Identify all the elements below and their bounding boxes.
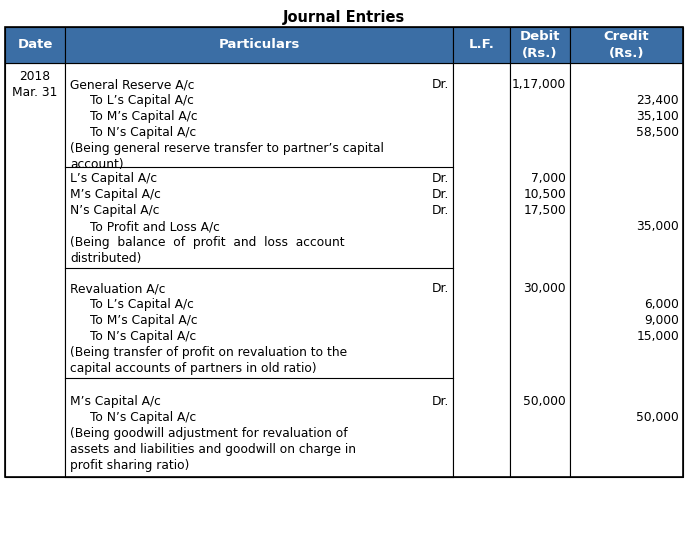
Text: L.F.: L.F. [469, 38, 495, 51]
Text: account): account) [70, 158, 124, 171]
Bar [5, 27, 683, 477]
Text: To L’s Capital A/c: To L’s Capital A/c [90, 298, 194, 311]
Text: Dr.: Dr. [431, 188, 449, 201]
Text: Particulars: Particulars [218, 38, 300, 51]
Text: Date: Date [17, 38, 53, 51]
Text: profit sharing ratio): profit sharing ratio) [70, 459, 189, 472]
Bar [5, 27, 65, 63]
Bar [510, 27, 570, 63]
Text: 1,17,000: 1,17,000 [512, 78, 566, 91]
Text: 50,000: 50,000 [524, 395, 566, 408]
Text: To N’s Capital A/c: To N’s Capital A/c [90, 411, 196, 424]
Text: Journal Entries: Journal Entries [283, 10, 405, 25]
Text: M’s Capital A/c: M’s Capital A/c [70, 188, 161, 201]
Text: 10,500: 10,500 [524, 188, 566, 201]
Text: capital accounts of partners in old ratio): capital accounts of partners in old rati… [70, 362, 316, 375]
Text: Dr.: Dr. [431, 395, 449, 408]
Text: (Being goodwill adjustment for revaluation of: (Being goodwill adjustment for revaluati… [70, 427, 347, 440]
Bar [453, 27, 510, 63]
Text: 35,100: 35,100 [636, 110, 679, 123]
Text: 23,400: 23,400 [636, 94, 679, 107]
Text: L’s Capital A/c: L’s Capital A/c [70, 172, 157, 185]
Text: To N’s Capital A/c: To N’s Capital A/c [90, 126, 196, 139]
Text: Dr.: Dr. [431, 172, 449, 185]
Text: 9,000: 9,000 [644, 314, 679, 327]
Text: Mar. 31: Mar. 31 [12, 86, 58, 99]
Text: Revaluation A/c: Revaluation A/c [70, 282, 166, 295]
Text: Dr.: Dr. [431, 78, 449, 91]
Bar [5, 63, 65, 477]
Text: 35,000: 35,000 [636, 220, 679, 233]
Text: General Reserve A/c: General Reserve A/c [70, 78, 195, 91]
Bar [570, 27, 683, 63]
Text: To M’s Capital A/c: To M’s Capital A/c [90, 314, 197, 327]
Bar [510, 63, 570, 477]
Text: (Being  balance  of  profit  and  loss  account: (Being balance of profit and loss accoun… [70, 236, 345, 249]
Text: To Profit and Loss A/c: To Profit and Loss A/c [90, 220, 220, 233]
Text: 17,500: 17,500 [524, 204, 566, 217]
Text: 15,000: 15,000 [636, 330, 679, 343]
Text: N’s Capital A/c: N’s Capital A/c [70, 204, 160, 217]
Text: Credit
(Rs.): Credit (Rs.) [603, 30, 649, 60]
Text: 2018: 2018 [19, 70, 50, 83]
Text: 50,000: 50,000 [636, 411, 679, 424]
Text: 58,500: 58,500 [636, 126, 679, 139]
Bar [453, 63, 510, 477]
Text: (Being general reserve transfer to partner’s capital: (Being general reserve transfer to partn… [70, 142, 384, 155]
Text: To N’s Capital A/c: To N’s Capital A/c [90, 330, 196, 343]
Text: Dr.: Dr. [431, 204, 449, 217]
Bar [570, 63, 683, 477]
Text: M’s Capital A/c: M’s Capital A/c [70, 395, 161, 408]
Text: Dr.: Dr. [431, 282, 449, 295]
Text: (Being transfer of profit on revaluation to the: (Being transfer of profit on revaluation… [70, 346, 347, 359]
Text: Debit
(Rs.): Debit (Rs.) [519, 30, 560, 60]
Text: distributed): distributed) [70, 252, 141, 265]
Text: 30,000: 30,000 [524, 282, 566, 295]
Bar [65, 63, 453, 477]
Text: 7,000: 7,000 [531, 172, 566, 185]
Text: To M’s Capital A/c: To M’s Capital A/c [90, 110, 197, 123]
Text: assets and liabilities and goodwill on charge in: assets and liabilities and goodwill on c… [70, 443, 356, 456]
Bar [65, 27, 453, 63]
Text: 6,000: 6,000 [644, 298, 679, 311]
Text: To L’s Capital A/c: To L’s Capital A/c [90, 94, 194, 107]
